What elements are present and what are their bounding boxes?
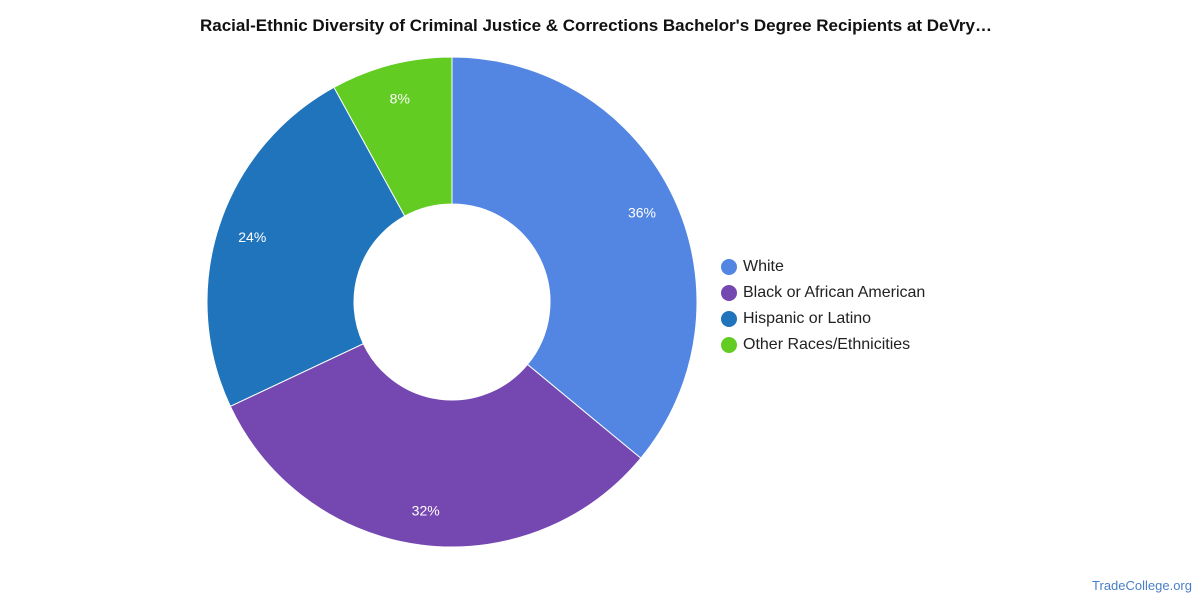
slice-label-3: 8% <box>390 91 410 107</box>
slice-labels-layer: 36% 32% 24% 8% <box>238 91 656 519</box>
legend-dot-icon <box>721 311 737 327</box>
watermark[interactable]: TradeCollege.org <box>1092 578 1192 593</box>
legend-item[interactable]: White <box>721 254 925 280</box>
legend-item[interactable]: Black or African American <box>721 280 925 306</box>
legend-item[interactable]: Hispanic or Latino <box>721 306 925 332</box>
legend-dot-icon <box>721 259 737 275</box>
legend-label: Other Races/Ethnicities <box>743 336 911 353</box>
chart-title: Racial-Ethnic Diversity of Criminal Just… <box>200 16 992 35</box>
legend-dot-icon <box>721 337 737 353</box>
slice-label-0: 36% <box>628 205 656 221</box>
slices-layer <box>206 56 698 548</box>
slice-3[interactable] <box>333 56 453 217</box>
legend-dot-icon <box>721 285 737 301</box>
slice-label-1: 32% <box>412 502 440 518</box>
legend-label: Hispanic or Latino <box>743 310 872 327</box>
legend-label: White <box>743 258 784 275</box>
slice-1[interactable] <box>229 343 642 548</box>
slice-0[interactable] <box>451 56 698 459</box>
slice-label-2: 24% <box>238 229 266 245</box>
legend-item[interactable]: Other Races/Ethnicities <box>721 332 925 358</box>
slice-2[interactable] <box>206 86 406 407</box>
legend-label: Black or African American <box>743 284 926 301</box>
legend: White Black or African American Hispanic o… <box>721 254 925 358</box>
